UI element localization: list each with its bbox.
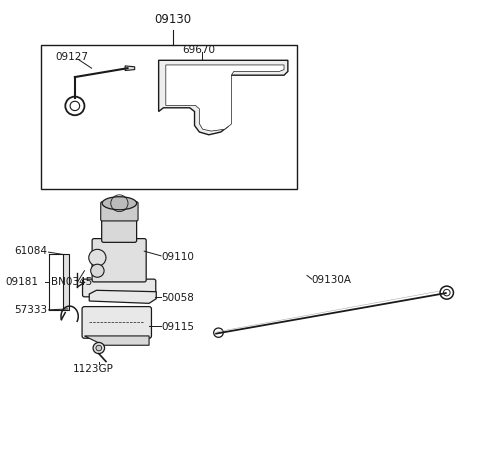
FancyBboxPatch shape [63, 255, 69, 311]
FancyBboxPatch shape [83, 279, 156, 297]
Circle shape [91, 264, 104, 277]
Text: BN0345: BN0345 [51, 277, 92, 287]
Polygon shape [84, 336, 149, 345]
FancyBboxPatch shape [92, 239, 146, 282]
Circle shape [89, 249, 106, 266]
Polygon shape [158, 60, 288, 135]
Text: 09130: 09130 [155, 13, 192, 26]
Text: 50058: 50058 [161, 293, 194, 303]
Text: 09127: 09127 [56, 52, 89, 63]
Polygon shape [89, 290, 156, 304]
Polygon shape [166, 65, 284, 131]
Polygon shape [125, 66, 135, 71]
Text: 09181: 09181 [5, 277, 38, 287]
FancyBboxPatch shape [101, 202, 138, 221]
Text: 09110: 09110 [161, 252, 194, 262]
FancyBboxPatch shape [102, 201, 137, 242]
Text: 1123GP: 1123GP [72, 364, 113, 375]
Text: 09130A: 09130A [312, 275, 352, 285]
Text: 61084: 61084 [14, 246, 48, 256]
Text: 57333: 57333 [14, 305, 48, 315]
Text: 69670: 69670 [182, 44, 216, 55]
Ellipse shape [102, 197, 137, 210]
FancyBboxPatch shape [82, 307, 152, 338]
Circle shape [96, 345, 102, 351]
Circle shape [93, 342, 105, 354]
Text: 09115: 09115 [161, 322, 194, 332]
